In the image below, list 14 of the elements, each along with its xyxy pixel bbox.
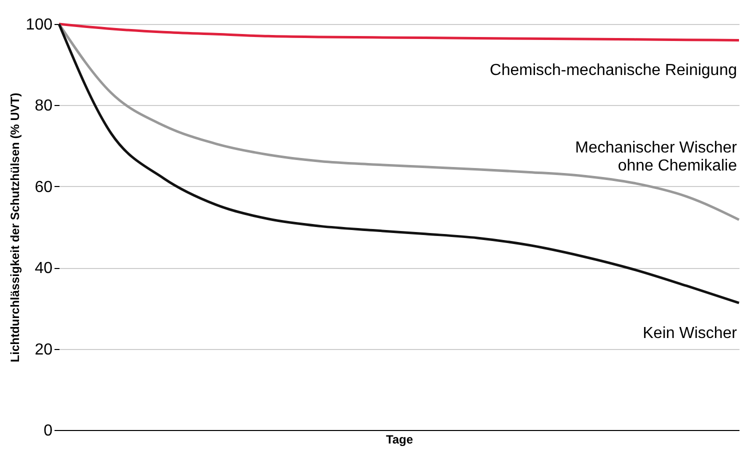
y-tick-label: 20 <box>34 341 53 358</box>
y-tick-label: 80 <box>34 98 53 115</box>
y-tick-label: 100 <box>26 16 53 34</box>
x-axis-title: Tage <box>386 432 414 446</box>
series-label: Kein Wischer <box>642 324 738 342</box>
line-series <box>58 22 740 304</box>
y-tick-label: 60 <box>34 178 53 196</box>
line-series <box>58 22 740 42</box>
series-label: Chemisch-mechanische Reinigung <box>490 62 737 80</box>
series-label: Mechanischer Wischer ohne Chemikalie <box>575 140 738 175</box>
y-tick-label: 0 <box>44 422 53 440</box>
line-series <box>58 22 740 221</box>
y-axis-title: Lichtdurchlässigkeit der Schutzhülsen (% UVT) <box>8 92 22 362</box>
y-tick-label: 40 <box>34 260 53 278</box>
